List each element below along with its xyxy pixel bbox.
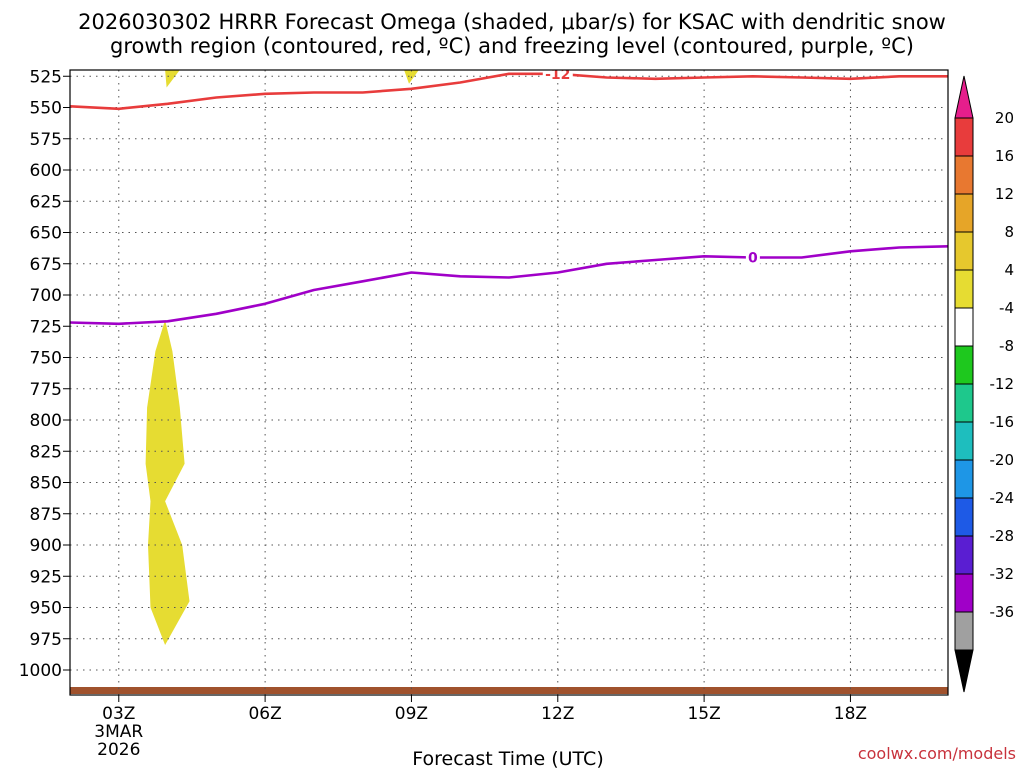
grid: 525 550 575 600 625 650 675 700 725 750 775 800 825 8… xyxy=(19,67,948,760)
colorbar-segment-10 xyxy=(954,497,974,537)
y-tick-label-875: 875 xyxy=(30,505,62,525)
contours: -12 0 xyxy=(70,67,948,326)
omega-4-8-top-left xyxy=(165,70,180,88)
terrain-strip xyxy=(70,687,948,694)
colorbar-tick-2: 12 xyxy=(995,185,1014,203)
y-tick-label-725: 725 xyxy=(30,317,62,337)
y-tick-label-600: 600 xyxy=(30,161,62,181)
x-tick-label-09Z: 09Z xyxy=(395,704,428,724)
colorbar-segment-0 xyxy=(954,117,974,157)
x-tick-label-06Z: 06Z xyxy=(248,704,281,724)
colorbar-top-arrow xyxy=(954,75,974,119)
freezing-level-0-label: 0 xyxy=(748,251,758,267)
colorbar-tick-6: -8 xyxy=(999,337,1014,355)
x-tick-date: 3MAR xyxy=(94,722,143,742)
colorbar-tick-10: -24 xyxy=(990,489,1015,507)
y-tick-label-750: 750 xyxy=(30,349,62,369)
colorbar-segment-12 xyxy=(954,573,974,613)
plot-frame xyxy=(69,69,949,696)
colorbar-segment-6 xyxy=(954,345,974,385)
y-tick-label-800: 800 xyxy=(30,411,62,431)
y-tick-label-975: 975 xyxy=(30,630,62,650)
colorbar-segment-1 xyxy=(954,155,974,195)
y-tick-label-525: 525 xyxy=(30,67,62,87)
colorbar-tick-9: -20 xyxy=(990,451,1015,469)
chart-title-line2: growth region (contoured, red, ºC) and f… xyxy=(110,34,914,58)
dendritic-growth-minus12-label-bg xyxy=(542,70,573,81)
colorbar-tick-11: -28 xyxy=(990,527,1015,545)
colorbar-segment-9 xyxy=(954,459,974,499)
chart-title-line1: 2026030302 HRRR Forecast Omega (shaded, … xyxy=(78,10,946,34)
colorbar-segment-13 xyxy=(954,611,974,651)
x-tick-label-12Z: 12Z xyxy=(541,704,574,724)
omega-shading xyxy=(145,70,419,645)
plot-area: 525 550 575 600 625 650 675 700 725 750 775 800 825 8… xyxy=(19,67,948,760)
colorbar-segment-4 xyxy=(954,269,974,309)
colorbar-tick-1: 16 xyxy=(995,147,1014,165)
y-tick-label-675: 675 xyxy=(30,255,62,275)
y-tick-label-850: 850 xyxy=(30,474,62,494)
colorbar-tick-4: 4 xyxy=(1004,261,1014,279)
credit-text: coolwx.com/models xyxy=(858,744,1016,763)
x-tick-label-15Z: 15Z xyxy=(687,704,720,724)
x-tick-label-03Z: 03Z xyxy=(102,704,135,724)
colorbar-tick-7: -12 xyxy=(990,375,1015,393)
dendritic-growth-minus12-line xyxy=(70,72,948,111)
y-tick-label-900: 900 xyxy=(30,536,62,556)
colorbar-segment-2 xyxy=(954,193,974,233)
colorbar-bottom-arrow xyxy=(954,649,974,693)
colorbar-segment-7 xyxy=(954,383,974,423)
freezing-level-0-line xyxy=(70,245,948,326)
colorbar-tick-12: -32 xyxy=(990,565,1015,583)
y-tick-label-825: 825 xyxy=(30,442,62,462)
colorbar-tick-3: 8 xyxy=(1004,223,1014,241)
x-tick-year: 2026 xyxy=(97,740,140,760)
y-tick-label-650: 650 xyxy=(30,224,62,244)
y-tick-label-625: 625 xyxy=(30,192,62,212)
colorbar: 20 16 12 8 4 -4 -8 -12 -16 -20 -24 -28 -32 -36 xyxy=(954,75,1015,693)
y-tick-label-700: 700 xyxy=(30,286,62,306)
dendritic-growth-minus12-label: -12 xyxy=(545,67,570,83)
y-tick-label-550: 550 xyxy=(30,99,62,119)
y-tick-label-775: 775 xyxy=(30,380,62,400)
y-tick-label-575: 575 xyxy=(30,130,62,150)
colorbar-segment-8 xyxy=(954,421,974,461)
y-tick-label-950: 950 xyxy=(30,599,62,619)
x-tick-label-18Z: 18Z xyxy=(834,704,867,724)
freezing-level-0-label-bg xyxy=(745,250,760,265)
colorbar-tick-13: -36 xyxy=(990,603,1015,621)
colorbar-segment-3 xyxy=(954,231,974,271)
colorbar-tick-8: -16 xyxy=(990,413,1015,431)
colorbar-tick-0: 20 xyxy=(995,109,1014,127)
y-tick-label-1000: 1000 xyxy=(19,661,62,681)
colorbar-segment-5 xyxy=(954,307,974,347)
colorbar-segment-11 xyxy=(954,535,974,575)
x-axis-label: Forecast Time (UTC) xyxy=(412,748,603,768)
colorbar-tick-5: -4 xyxy=(999,299,1014,317)
y-tick-label-925: 925 xyxy=(30,567,62,587)
